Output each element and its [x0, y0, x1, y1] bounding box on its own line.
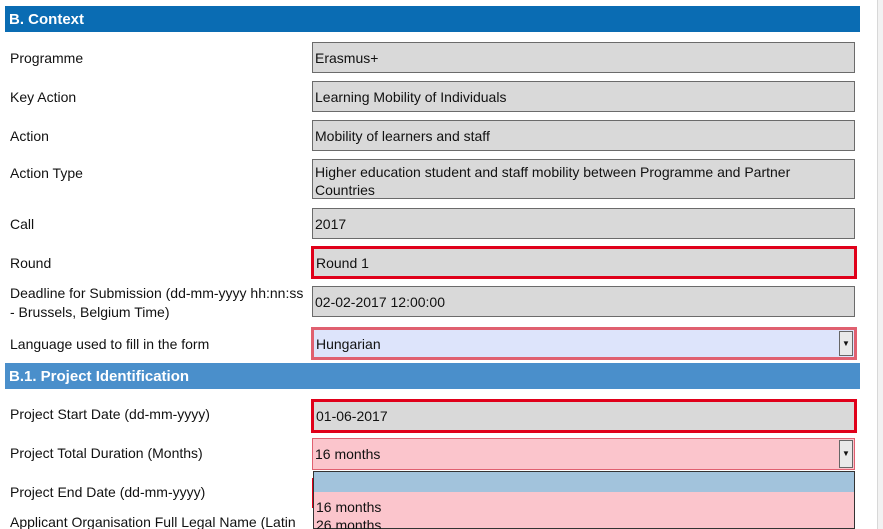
programme-label: Programme [10, 50, 84, 66]
action-field: Mobility of learners and staff [312, 120, 855, 151]
deadline-label: Deadline for Submission (dd-mm-yyyy hh:n… [10, 285, 304, 320]
dropdown-option-16-months[interactable]: 16 months [316, 499, 382, 515]
call-label: Call [10, 216, 35, 232]
duration-value: 16 months [315, 446, 381, 462]
round-field[interactable]: Round 1 [311, 246, 857, 279]
round-label: Round [10, 255, 52, 271]
action-label: Action [10, 128, 49, 144]
language-label: Language used to fill in the form [10, 336, 210, 352]
start-date-value: 01-06-2017 [316, 408, 388, 424]
start-date-field[interactable]: 01-06-2017 [311, 399, 857, 433]
language-select[interactable]: Hungarian ▼ [311, 327, 857, 360]
programme-value: Erasmus+ [315, 49, 379, 66]
key-action-value: Learning Mobility of Individuals [315, 88, 507, 105]
duration-dropdown-list[interactable]: 16 months 26 months [313, 471, 855, 529]
call-value: 2017 [315, 215, 347, 232]
start-date-label: Project Start Date (dd-mm-yyyy) [10, 406, 210, 422]
duration-select[interactable]: 16 months ▼ [312, 438, 855, 470]
action-type-field: Higher education student and staff mobil… [312, 159, 855, 199]
call-field: 2017 [312, 208, 855, 239]
deadline-value: 02-02-2017 12:00:00 [315, 293, 445, 310]
language-value: Hungarian [316, 335, 381, 352]
round-value: Round 1 [316, 254, 369, 271]
action-type-label: Action Type [10, 165, 83, 181]
duration-label: Project Total Duration (Months) [10, 445, 203, 461]
end-date-label: Project End Date (dd-mm-yyyy) [10, 484, 206, 500]
key-action-label: Key Action [10, 89, 77, 105]
deadline-field: 02-02-2017 12:00:00 [312, 286, 855, 317]
action-type-value: Higher education student and staff mobil… [315, 164, 791, 198]
scrollbar-strip[interactable] [877, 0, 883, 529]
key-action-field: Learning Mobility of Individuals [312, 81, 855, 112]
applicant-name-label: Applicant Organisation Full Legal Name (… [10, 514, 296, 529]
chevron-down-icon[interactable]: ▼ [839, 331, 853, 356]
programme-field: Erasmus+ [312, 42, 855, 73]
dropdown-option-26-months[interactable]: 26 months [316, 517, 382, 529]
section-header-project-identification: B.1. Project Identification [5, 363, 860, 389]
section-header-context: B. Context [5, 6, 860, 32]
dropdown-option-empty[interactable] [314, 472, 854, 492]
action-value: Mobility of learners and staff [315, 127, 490, 144]
chevron-down-icon[interactable]: ▼ [839, 440, 853, 468]
